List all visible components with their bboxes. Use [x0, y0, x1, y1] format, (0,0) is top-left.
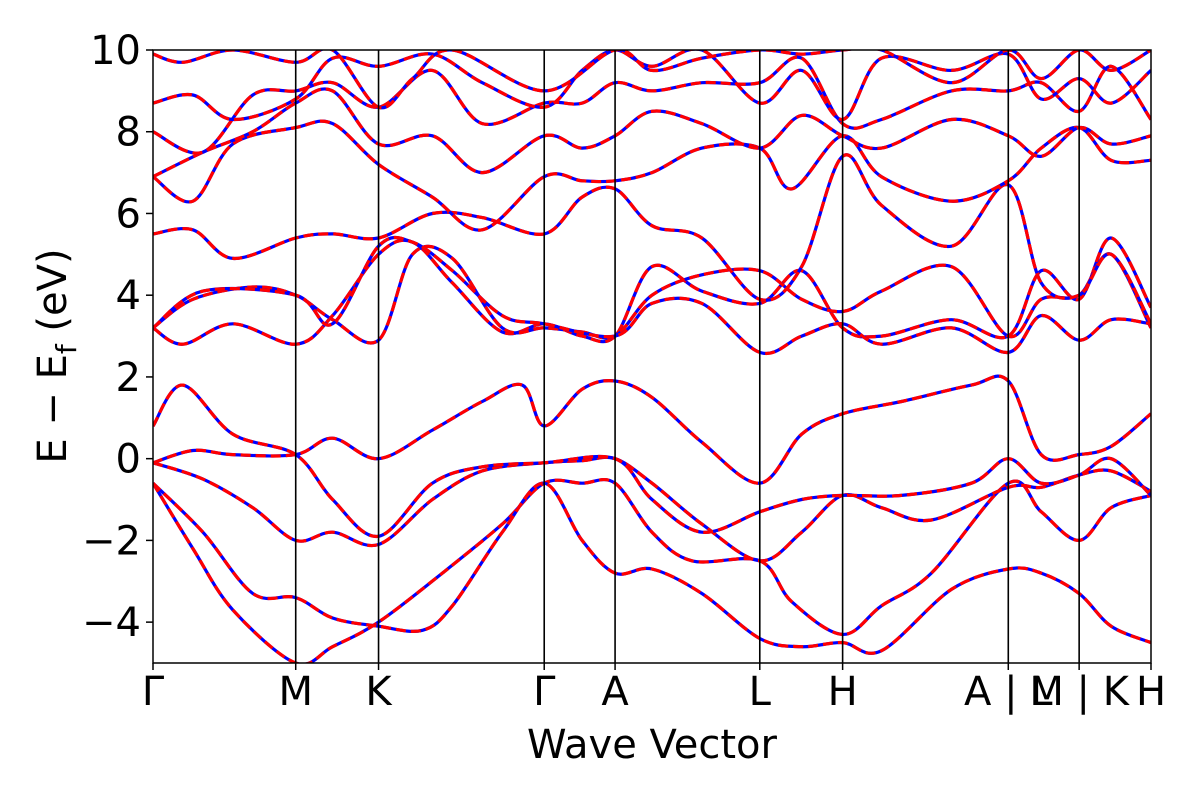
x-tick-label: H: [1136, 669, 1166, 715]
high-symmetry-lines: [294, 50, 1080, 663]
y-tick-label: 4: [116, 273, 141, 319]
band-1-red-line: [153, 477, 1151, 663]
y-axis-label: E − Ef (eV): [30, 248, 83, 463]
y-tick-label: 6: [116, 191, 141, 237]
band-11-blue-line: [153, 87, 1151, 179]
y-axis-ticks: −4 −2 0 2 4 6 8 10: [82, 28, 153, 646]
band-13-red-line: [153, 50, 1151, 122]
y-axis-label-unit: (eV): [30, 248, 76, 344]
band-5-red-line: [153, 383, 1151, 538]
band-3-blue-line: [153, 455, 1151, 563]
y-tick-label: −2: [82, 518, 141, 564]
x-tick-label: M | K: [1029, 669, 1130, 715]
band-10-blue-line: [153, 119, 1151, 232]
y-tick-label: 0: [116, 437, 141, 483]
band-2-red-line: [153, 481, 1151, 655]
band-10-red-line: [153, 119, 1151, 232]
band-14-red-line: [153, 50, 1151, 110]
y-axis-label-sub: f: [50, 343, 83, 354]
band-1-blue-line: [153, 477, 1151, 663]
band-6-red-line: [153, 236, 1151, 346]
band-3-red-line: [153, 455, 1151, 563]
x-tick-label: Γ: [142, 669, 165, 715]
y-tick-label: −4: [82, 600, 141, 646]
x-tick-label: A | L: [964, 669, 1053, 715]
band-4-red-line: [153, 374, 1151, 485]
x-tick-label: A: [601, 669, 629, 715]
x-tick-label: Γ: [533, 669, 556, 715]
band-8-red-line: [153, 235, 1151, 356]
band-4-blue-line: [153, 374, 1151, 485]
band-lines: [153, 50, 1151, 663]
x-tick-label: M: [278, 669, 313, 715]
band-12-red-line: [153, 55, 1151, 155]
x-tick-label: L: [749, 669, 772, 715]
x-axis-label: Wave Vector: [527, 722, 778, 768]
y-tick-label: 10: [90, 28, 141, 74]
band-11-red-line: [153, 87, 1151, 179]
x-tick-label: H: [828, 669, 858, 715]
y-tick-label: 2: [116, 355, 141, 401]
x-tick-label: K: [365, 669, 393, 715]
y-tick-label: 8: [116, 110, 141, 156]
y-axis-label-main: E − E: [30, 354, 76, 464]
plot-frame: [152, 49, 1152, 664]
band-9-red-line: [153, 153, 1151, 325]
band-7-red-line: [153, 244, 1151, 345]
